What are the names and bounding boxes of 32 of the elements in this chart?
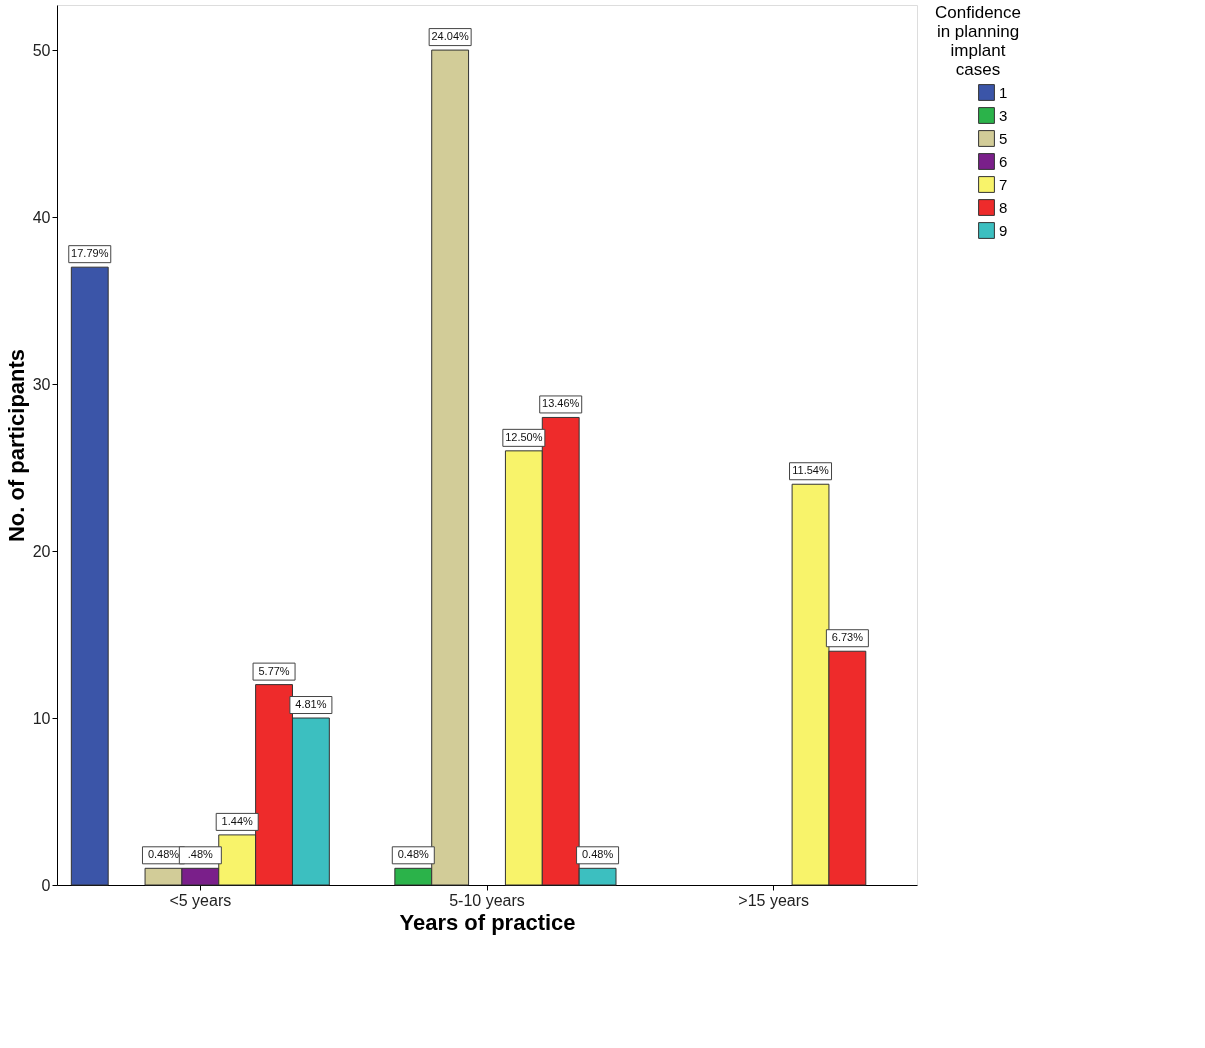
legend-label: 3 bbox=[999, 106, 1008, 124]
annotation: 0.48% bbox=[147, 848, 180, 861]
legend-label: 7 bbox=[999, 175, 1008, 193]
annotation: 13.46% bbox=[542, 397, 580, 410]
y-tick-label: 20 bbox=[32, 542, 51, 560]
annotation: 0.48% bbox=[397, 848, 430, 861]
annotation: 6.73% bbox=[831, 631, 864, 644]
legend-label: 1 bbox=[999, 83, 1008, 101]
annotation: 0.48% bbox=[581, 848, 614, 861]
legend-label: 6 bbox=[999, 152, 1008, 170]
y-tick-label: 10 bbox=[32, 709, 51, 727]
y-tick-label: 50 bbox=[32, 41, 51, 59]
x-tick-label: <5 years bbox=[169, 891, 232, 909]
annotation: 24.04% bbox=[431, 30, 470, 43]
y-tick-label: 30 bbox=[32, 375, 51, 393]
y-tick-label: 40 bbox=[32, 208, 51, 226]
y-axis-title: No. of participants bbox=[3, 348, 29, 543]
legend-label: 8 bbox=[999, 198, 1008, 216]
annotation: 11.54% bbox=[792, 464, 829, 477]
x-tick-label: >15 years bbox=[738, 891, 810, 909]
legend-label: 9 bbox=[999, 221, 1008, 239]
legend-title: Confidence in planning implant cases bbox=[934, 3, 1022, 79]
annotation: 12.50% bbox=[505, 430, 543, 443]
x-tick-label: 5-10 years bbox=[449, 891, 525, 909]
x-axis-title: Years of practice bbox=[399, 909, 576, 935]
annotation: 5.77% bbox=[258, 664, 290, 677]
legend-label: 5 bbox=[999, 129, 1008, 147]
y-tick-label: 0 bbox=[41, 876, 51, 894]
annotation: 4.81% bbox=[295, 698, 327, 711]
annotation: 1.44% bbox=[221, 814, 253, 827]
annotation: .48% bbox=[187, 848, 214, 861]
annotation: 17.79% bbox=[71, 247, 109, 260]
